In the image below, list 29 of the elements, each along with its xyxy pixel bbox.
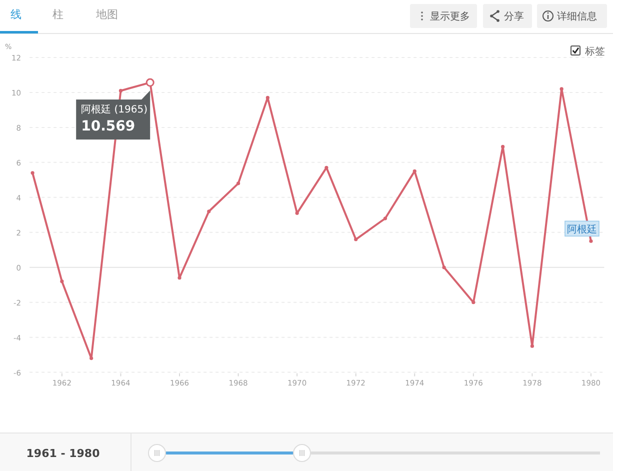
point bbox=[207, 210, 211, 214]
point bbox=[472, 300, 476, 304]
text: 详细信息 bbox=[557, 10, 597, 22]
text: 标签 bbox=[584, 46, 605, 58]
text: 显示更多 bbox=[430, 10, 470, 22]
annotation: 阿根廷 (1965) bbox=[81, 104, 148, 116]
point bbox=[295, 211, 299, 215]
text: 1961 - 1980 bbox=[26, 447, 100, 460]
point bbox=[589, 239, 593, 243]
point bbox=[442, 266, 446, 270]
annotation: 10.569 bbox=[81, 118, 136, 135]
point bbox=[178, 276, 182, 280]
point bbox=[412, 169, 416, 173]
text: 分享 bbox=[504, 10, 524, 22]
text: 线 bbox=[10, 8, 22, 21]
point bbox=[90, 356, 94, 360]
text: 地图 bbox=[95, 8, 118, 21]
point bbox=[236, 182, 240, 186]
series-label: 阿根廷 bbox=[566, 224, 597, 236]
point bbox=[60, 280, 64, 284]
point bbox=[324, 166, 328, 170]
point bbox=[354, 238, 358, 242]
point bbox=[501, 144, 505, 148]
point bbox=[383, 216, 388, 220]
point bbox=[530, 344, 534, 348]
text: 柱 bbox=[52, 8, 64, 21]
point bbox=[118, 88, 123, 93]
point bbox=[30, 171, 34, 175]
point bbox=[560, 87, 564, 91]
